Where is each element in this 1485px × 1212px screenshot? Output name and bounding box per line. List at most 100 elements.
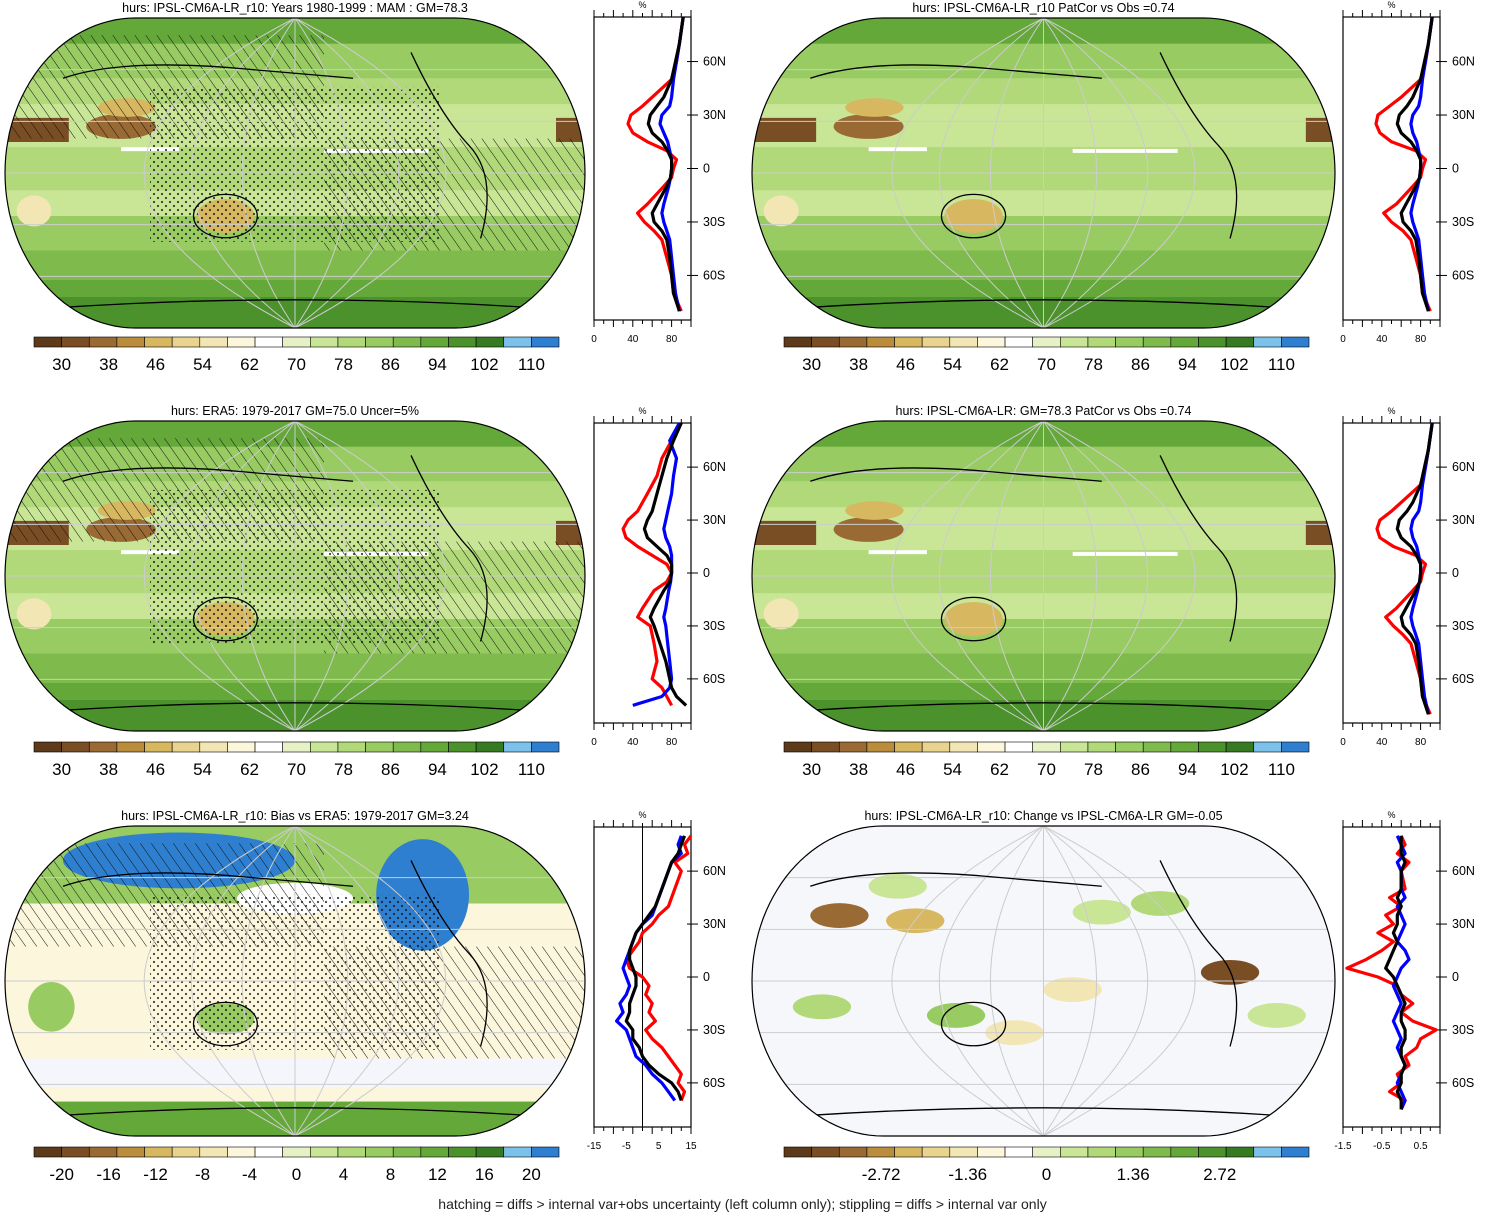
zonal-unit: % [1387,0,1395,10]
graticule-lon [990,18,1044,328]
colorbar-label: 94 [1178,760,1197,779]
colorbar-swatch [88,336,118,348]
colorbar-swatch [894,1146,923,1158]
colorbar-label: 12 [428,1165,447,1184]
colorbar-label: 102 [1220,760,1248,779]
change-region [1072,899,1131,925]
colorbar-label: 20 [522,1165,541,1184]
colorbar-swatch [783,741,812,753]
colorbar-swatch [1115,1146,1144,1158]
graticule-lon [294,421,447,731]
colorbar-swatch [503,336,532,348]
zonal-y-tick-label: 30S [703,215,725,229]
zonal-y-tick-label: 30N [703,108,726,122]
graticule-lon [891,18,1044,328]
colorbar-swatch [503,741,532,753]
zonal-y-tick-label: 30S [703,1023,725,1037]
white-band [1072,148,1178,153]
graticule-lon [294,826,349,1136]
zonal-line-black [646,16,685,312]
colorbar-swatch [811,741,840,753]
map-title: hurs: IPSL-CM6A-LR_r10 PatCor vs Obs =0.… [912,1,1174,15]
colorbar-swatch [811,1146,840,1158]
coastline [1159,860,1238,1047]
graticule-lon [1043,421,1097,731]
colorbar-label: 54 [193,760,212,779]
colorbar-5: -20 -16 -12 -8 -4 0 4 8 12 16 20 [33,1146,560,1184]
colorbar-label: -16 [96,1165,121,1184]
coastline [62,872,354,887]
zonal-y-tick-label: 60N [703,55,726,69]
colorbar-swatch [33,1146,62,1158]
zonal-y-tick-label: 60N [703,864,726,878]
zonal-y-tick-label: 60N [1452,55,1475,69]
colorbar-swatch [144,741,173,753]
graticule-lon [294,826,400,1136]
graticule-lon [1043,18,1149,328]
colorbar-label: 62 [240,760,259,779]
colorbar-swatch [866,1146,895,1158]
colorbar-label: 78 [334,355,353,374]
colorbar-swatch [838,1146,868,1158]
colorbar-swatch [1060,1146,1089,1158]
colorbar-label: -4 [242,1165,257,1184]
colorbar-swatch [88,1146,118,1158]
colorbar-swatch [475,336,505,348]
hatching [324,541,585,654]
colorbar-swatch [531,336,560,348]
zonal-line-black [1384,835,1407,1110]
colorbar-swatch [949,1146,978,1158]
graticule-lon [294,826,447,1136]
colorbar-swatch [1032,1146,1061,1158]
colorbar-swatch [475,1146,505,1158]
colorbar-swatch [420,1146,449,1158]
colorbar-swatch [254,1146,283,1158]
colorbar-label: 54 [193,355,212,374]
zonal-line-red [1375,422,1434,715]
zonal-x-tick-label: 80 [1415,737,1427,748]
zonal-y-tick-label: 30S [1452,1023,1474,1037]
colorbar-label: 38 [849,760,868,779]
coastline [810,467,1102,482]
zonal-y-tick-label: 30S [1452,215,1474,229]
zonal-y-tick-label: 30S [703,619,725,633]
colorbar-swatch [1170,336,1199,348]
map-panel-5: hurs: IPSL-CM6A-LR_r10: Bias vs ERA5: 19… [4,809,586,1137]
zonal-y-tick-label: 60S [703,1076,725,1090]
zonal-y-tick-label: 60S [703,268,725,282]
zonal-y-tick-label: 0 [1452,162,1459,176]
zonal-panel-5: % -15 -5 5 15 60N 30N 0 30S 60S [587,810,726,1152]
graticule-lon [294,18,349,328]
graticule-lon [938,18,1044,328]
zonal-y-tick-label: 30N [1452,108,1475,122]
colorbar-label: -1.36 [948,1165,987,1184]
zonal-panel-3: % 0 40 80 60N 30N 0 30S 60S [591,406,726,748]
colorbar-swatch [1281,741,1310,753]
zonal-y-tick-label: 60S [1452,268,1474,282]
colorbar-swatch [1198,1146,1227,1158]
zonal-line-red [626,16,685,312]
zonal-y-tick-label: 60N [1452,460,1475,474]
graticule-lon [143,421,296,731]
zonal-unit: % [638,406,646,416]
zonal-line-black [642,422,688,707]
graticule-lon [1043,18,1196,328]
colorbar-swatch [392,336,422,348]
colorbar-swatch [61,741,90,753]
zonal-x-tick-label: 0 [591,737,597,748]
colorbar-swatch [1225,1146,1255,1158]
map-outline [751,17,1336,329]
colorbar-swatch [227,336,256,348]
hatching [5,843,324,947]
colorbar-swatch [1032,336,1061,348]
map-title: hurs: IPSL-CM6A-LR: GM=78.3 PatCor vs Ob… [896,404,1192,418]
colorbar-label: 70 [1037,760,1056,779]
colorbar-swatch [1115,336,1144,348]
colorbar-label: 16 [475,1165,494,1184]
colorbar-swatch [337,741,366,753]
colorbar-swatch [1170,1146,1199,1158]
colorbar-label: 110 [518,355,545,374]
zonal-unit: % [1387,810,1395,820]
colorbar-label: 30 [52,355,71,374]
zonal-y-tick-label: 0 [1452,566,1459,580]
